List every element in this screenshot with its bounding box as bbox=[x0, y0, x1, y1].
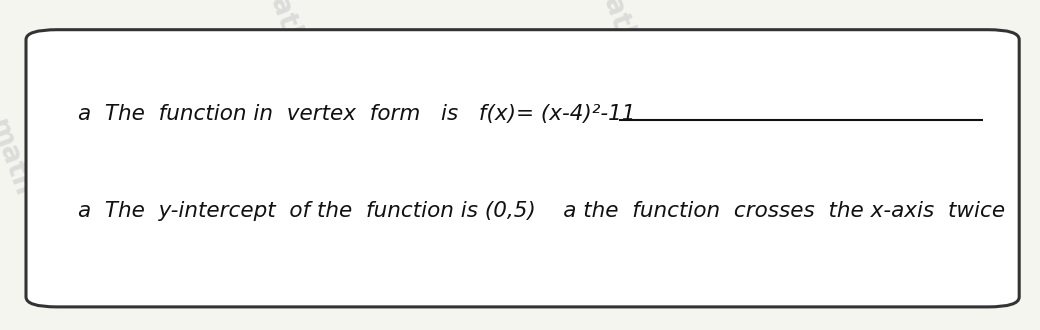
Text: math: math bbox=[254, 0, 308, 52]
Text: math: math bbox=[587, 0, 641, 52]
FancyBboxPatch shape bbox=[26, 30, 1019, 307]
Text: math: math bbox=[961, 116, 1015, 201]
Text: math: math bbox=[0, 116, 37, 201]
Text: a  The  function in  vertex  form   is   f(x)= (x-4)²-11: a The function in vertex form is f(x)= (… bbox=[78, 104, 635, 124]
Text: a  The  y-intercept  of the  function is (0,5)    a the  function  crosses  the : a The y-intercept of the function is (0,… bbox=[78, 201, 1005, 221]
